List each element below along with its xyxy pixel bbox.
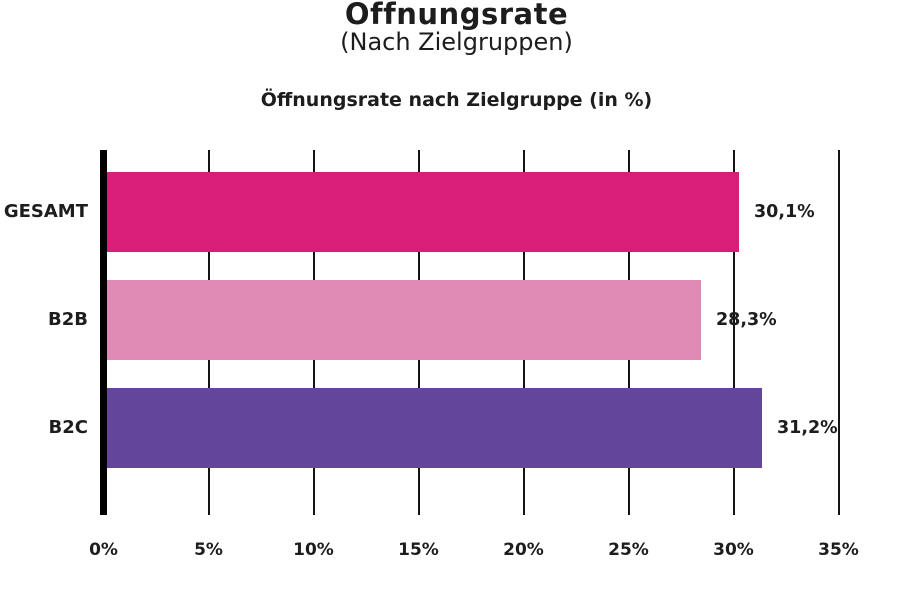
x-tick-10pct: 10% [293, 540, 334, 560]
x-tick-15pct: 15% [398, 540, 439, 560]
chart-main-subtitle: (Nach Zielgruppen) [340, 28, 573, 56]
bar-b2b [107, 280, 701, 360]
bar-gesamt [107, 172, 739, 252]
value-label-b2c: 31,2% [777, 418, 838, 438]
value-label-gesamt: 30,1% [754, 202, 815, 222]
value-label-b2b: 28,3% [716, 310, 777, 330]
x-tick-5pct: 5% [194, 540, 223, 560]
x-tick-30pct: 30% [713, 540, 754, 560]
gridline-30pct [732, 150, 735, 515]
x-tick-35pct: 35% [818, 540, 859, 560]
y-axis-line [100, 150, 107, 515]
x-tick-20pct: 20% [503, 540, 544, 560]
x-tick-0pct: 0% [89, 540, 118, 560]
plot-heading: Öffnungsrate nach Zielgruppe (in %) [260, 89, 653, 111]
category-label-b2c: B2C [48, 417, 88, 438]
chart-main-title: Offnungsrate [344, 0, 569, 31]
x-tick-25pct: 25% [608, 540, 649, 560]
category-label-gesamt: GESAMT [3, 201, 88, 222]
bar-b2c [107, 388, 762, 468]
category-label-b2b: B2B [48, 309, 88, 330]
gridline-35pct [837, 150, 840, 515]
